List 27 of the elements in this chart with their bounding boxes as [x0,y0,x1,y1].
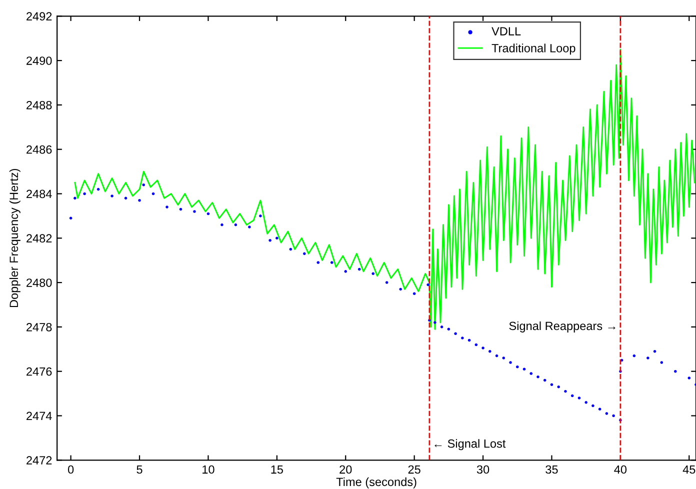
y-tick-label: 2482 [26,234,52,243]
y-axis-title: Doppler Frequency (Hertz) [9,168,20,308]
x-tick-label: 30 [476,465,490,474]
legend-label: VDLL [492,27,521,36]
x-tick-label: 25 [408,465,420,474]
x-tick-label: 0 [68,465,74,474]
y-tick-label: 2488 [26,100,52,110]
x-tick-label: 15 [271,465,283,474]
y-tick-label: 2490 [26,56,52,65]
x-tick-label: 40 [614,465,627,474]
y-tick-label: 2472 [26,456,52,464]
legend-label: Traditional Loop [492,44,576,55]
x-tick-label: 10 [202,465,214,474]
x-tick-label: 45 [682,465,696,474]
x-tick-label: 35 [546,465,558,474]
y-tick-label: 2492 [26,12,52,21]
x-tick-label: 5 [136,465,142,474]
y-tick-label: 2486 [26,145,52,154]
y-tick-label: 2476 [26,367,52,376]
y-tick-label: 2474 [26,412,52,420]
y-tick-label: 2478 [26,322,52,332]
annotation: ← Signal Lost [434,439,506,450]
x-tick-label: 20 [340,465,352,474]
y-tick-label: 2480 [26,278,52,287]
y-tick-label: 2484 [26,190,52,198]
annotation: Signal Reappears → [509,321,616,332]
x-axis-title: Time (seconds) [336,477,416,488]
